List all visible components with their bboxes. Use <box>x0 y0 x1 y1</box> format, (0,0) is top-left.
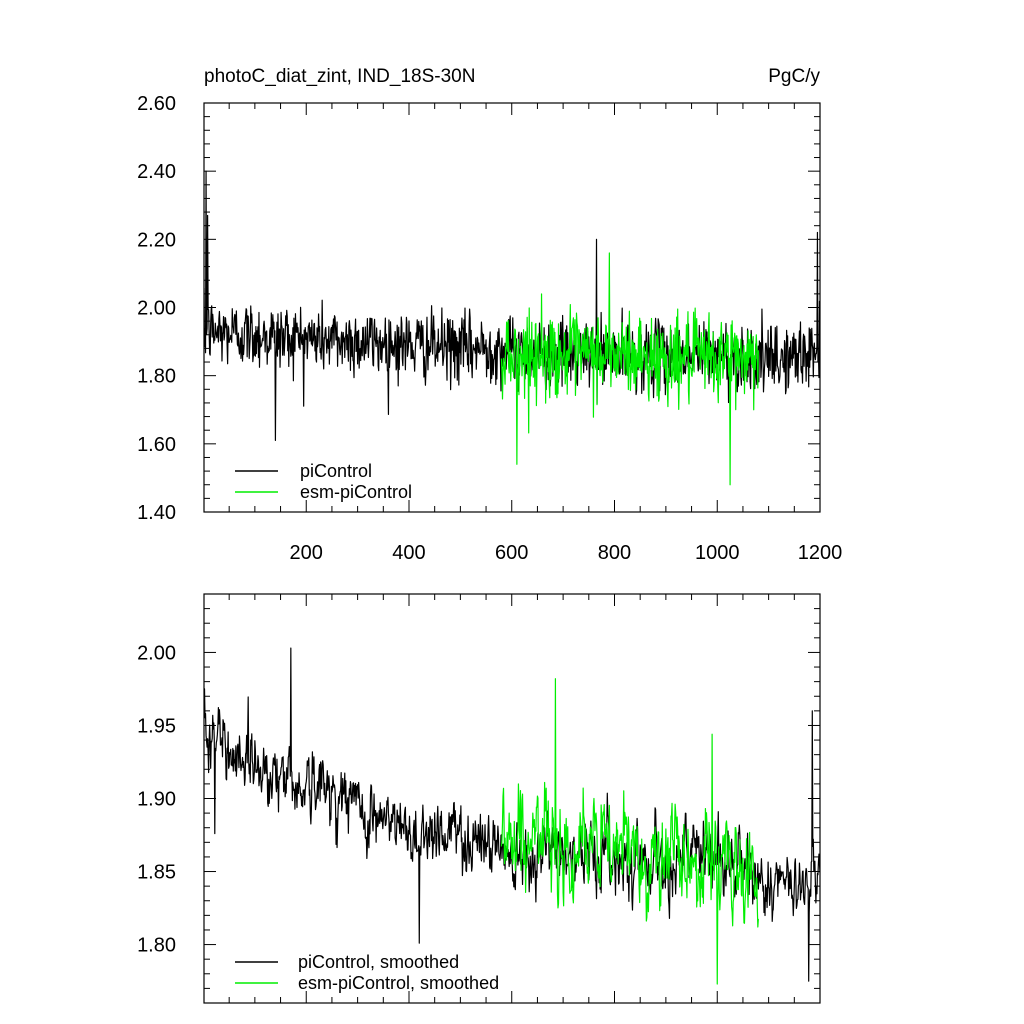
y-tick-label: 1.85 <box>137 862 176 884</box>
x-tick-label: 1200 <box>798 542 843 564</box>
series-line-esm-picontrol <box>500 252 759 486</box>
y-tick-label: 2.40 <box>137 161 176 183</box>
x-tick-label: 600 <box>495 542 528 564</box>
x-tick-label: 1000 <box>695 542 740 564</box>
top-panel-ticks: 200 400 600 800 1000 1200 1.40 1.60 1.80 2.00 2.20… <box>137 93 842 564</box>
y-tick-label: 1.40 <box>137 502 176 524</box>
y-tick-label: 2.60 <box>137 93 176 115</box>
top-panel-units: PgC/y <box>768 66 820 87</box>
y-tick-label: 1.90 <box>137 789 176 811</box>
y-tick-label: 2.20 <box>137 229 176 251</box>
x-tick-label: 800 <box>598 542 631 564</box>
y-tick-label: 1.80 <box>137 935 176 957</box>
legend-label-esm-picontrol-smoothed: esm-piControl, smoothed <box>298 973 499 993</box>
bottom-panel-plot-area <box>204 647 820 985</box>
y-tick-label: 1.95 <box>137 715 176 737</box>
y-tick-label: 2.00 <box>137 642 176 664</box>
y-tick-label: 1.80 <box>137 366 176 388</box>
y-tick-label: 2.00 <box>137 298 176 320</box>
top-panel-title: photoC_diat_zint, IND_18S-30N <box>204 66 475 87</box>
top-panel: photoC_diat_zint, IND_18S-30N PgC/y 200 4… <box>137 66 842 564</box>
series-line-picontrol-smoothed <box>204 647 820 982</box>
series-line-esm-picontrol-smoothed <box>500 678 759 985</box>
x-tick-label: 400 <box>392 542 425 564</box>
bottom-panel-ticks: 1.80 1.85 1.90 1.95 2.00 <box>137 593 821 1004</box>
legend-label-esm-picontrol: esm-piControl <box>300 482 412 502</box>
bottom-panel: 1.80 1.85 1.90 1.95 2.00 piControl, smoothed… <box>137 593 821 1004</box>
bottom-panel-frame <box>203 593 821 1004</box>
top-panel-plot-area <box>204 170 820 486</box>
y-tick-label: 1.60 <box>137 434 176 456</box>
x-tick-label: 200 <box>290 542 323 564</box>
series-line-picontrol <box>204 170 820 442</box>
bottom-panel-legend: piControl, smoothed esm-piControl, smoot… <box>235 952 499 993</box>
legend-label-picontrol: piControl <box>300 461 372 481</box>
top-panel-legend: piControl esm-piControl <box>235 461 412 502</box>
top-panel-frame <box>203 102 821 513</box>
legend-label-picontrol-smoothed: piControl, smoothed <box>298 952 459 972</box>
